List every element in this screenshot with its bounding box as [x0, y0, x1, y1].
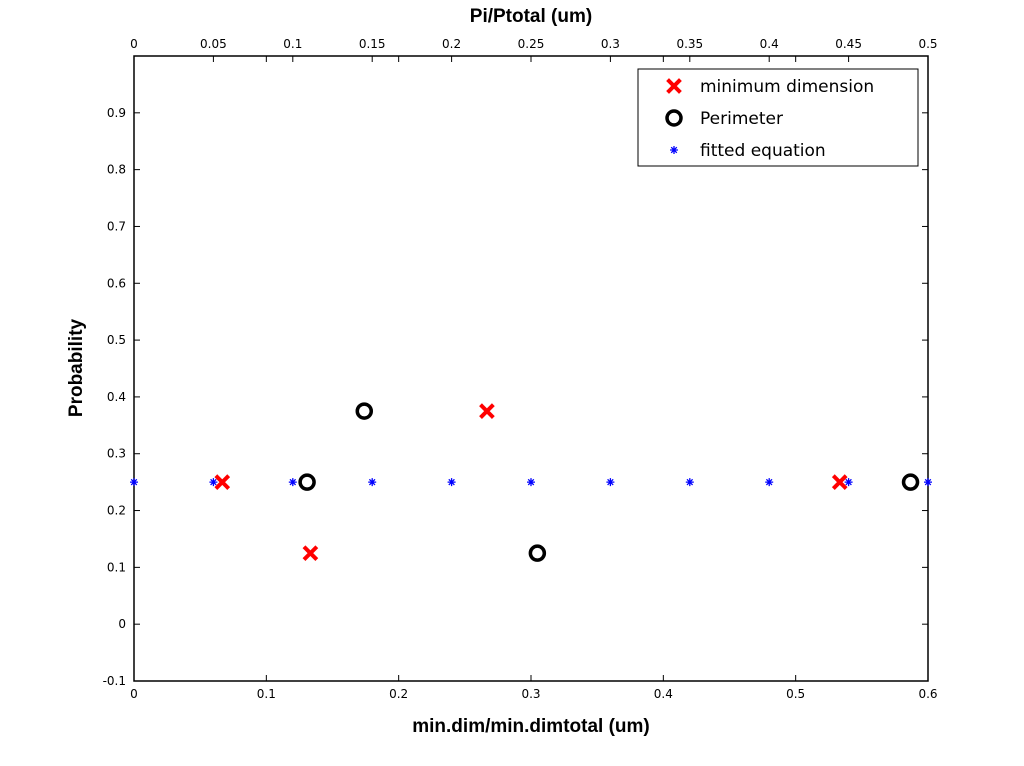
top-tick-label: 0 — [130, 37, 138, 51]
data-point-fitted-equation — [130, 478, 138, 487]
y-tick-label: 0 — [118, 617, 126, 631]
data-point-fitted-equation — [209, 478, 218, 487]
data-point-minimum-dimension — [831, 474, 848, 490]
legend-marker-minimum-dimension — [666, 78, 682, 94]
data-point-Perimeter — [355, 402, 374, 420]
y-tick-label: 0.3 — [107, 447, 126, 461]
data-point-fitted-equation — [527, 478, 535, 487]
y-tick-label: -0.1 — [103, 674, 126, 688]
x-tick-label: 0.1 — [257, 687, 276, 701]
legend-label: minimum dimension — [700, 77, 874, 97]
data-point-fitted-equation — [924, 478, 932, 487]
data-point-fitted-equation — [447, 478, 456, 487]
y-tick-label: 0.1 — [107, 560, 126, 574]
x-tick-label: 0.4 — [654, 687, 673, 701]
top-tick-label: 0.2 — [442, 37, 461, 51]
top-axis-label: Pi/Ptotal (um) — [470, 6, 592, 27]
data-point-fitted-equation — [606, 478, 615, 487]
data-point-Perimeter — [528, 544, 547, 562]
y-tick-label: 0.5 — [107, 333, 126, 347]
legend: minimum dimension Perimeter fitted equatio… — [637, 68, 919, 167]
top-tick-label: 0.45 — [835, 37, 862, 51]
top-tick-label: 0.3 — [601, 37, 620, 51]
data-point-fitted-equation — [844, 478, 853, 487]
x-tick-label: 0.3 — [521, 687, 540, 701]
y-tick-label: 0.7 — [107, 219, 126, 233]
top-tick-label: 0.15 — [359, 37, 386, 51]
data-point-fitted-equation — [368, 478, 377, 487]
y-tick-label: 0.4 — [107, 390, 126, 404]
data-point-Perimeter — [901, 473, 920, 491]
y-axis-label: Probability — [66, 318, 87, 417]
top-tick-label: 0.5 — [918, 37, 937, 51]
x-tick-label: 0.6 — [918, 687, 937, 701]
y-tick-label: 0.2 — [107, 504, 126, 518]
top-tick-label: 0.05 — [200, 37, 227, 51]
top-tick-label: 0.35 — [676, 37, 703, 51]
top-tick-label: 0.4 — [760, 37, 779, 51]
top-tick-label: 0.25 — [518, 37, 545, 51]
legend-marker-fitted-equation — [670, 146, 678, 154]
x-tick-label: 0.2 — [389, 687, 408, 701]
data-point-Perimeter — [298, 473, 316, 491]
x-tick-label: 0 — [130, 687, 138, 701]
data-point-fitted-equation — [765, 478, 774, 487]
legend-marker-Perimeter — [665, 109, 683, 127]
y-tick-label: 0.6 — [107, 276, 126, 290]
data-point-fitted-equation — [288, 478, 297, 487]
y-tick-label: 0.8 — [107, 163, 126, 177]
legend-label: Perimeter — [700, 109, 783, 129]
x-axis-label: min.dim/min.dimtotal (um) — [412, 716, 650, 737]
data-point-minimum-dimension — [302, 545, 319, 561]
data-point-minimum-dimension — [479, 403, 495, 419]
top-tick-label: 0.1 — [283, 37, 302, 51]
data-point-fitted-equation — [685, 478, 694, 487]
x-tick-label: 0.5 — [786, 687, 805, 701]
legend-label: fitted equation — [700, 141, 826, 161]
data-point-minimum-dimension — [214, 474, 231, 490]
y-tick-label: 0.9 — [107, 106, 126, 120]
